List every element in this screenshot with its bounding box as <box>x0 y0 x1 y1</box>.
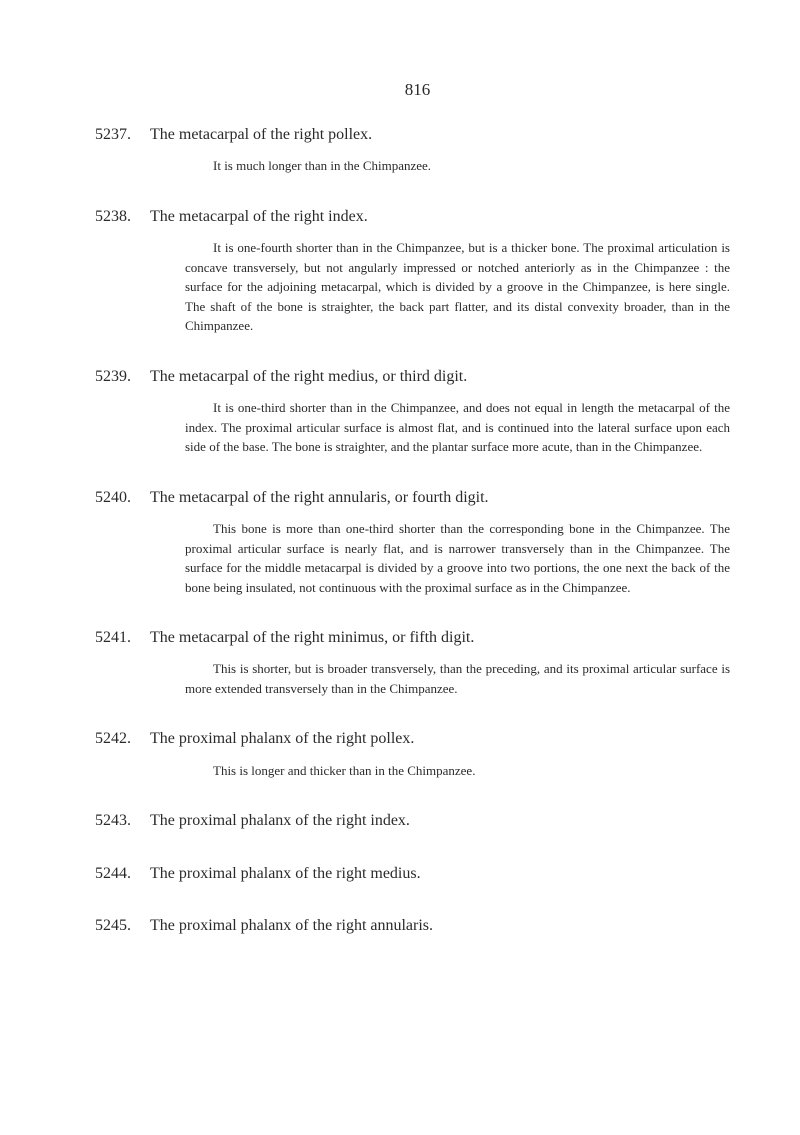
entry-title: The metacarpal of the right pollex. <box>150 124 372 146</box>
catalog-entry: 5237.The metacarpal of the right pollex.… <box>95 124 740 176</box>
entry-body-text: This bone is more than one-third shorter… <box>185 519 730 597</box>
entry-body-text: This is longer and thicker than in the C… <box>185 761 730 781</box>
catalog-entry: 5243.The proximal phalanx of the right i… <box>95 810 740 832</box>
entry-header: 5240.The metacarpal of the right annular… <box>95 487 740 509</box>
entry-number: 5243. <box>95 812 150 830</box>
page-number: 816 <box>95 80 740 100</box>
entry-title: The proximal phalanx of the right annula… <box>150 915 433 937</box>
entry-header: 5238.The metacarpal of the right index. <box>95 206 740 228</box>
entry-body: This bone is more than one-third shorter… <box>185 519 730 597</box>
entry-body: This is longer and thicker than in the C… <box>185 761 730 781</box>
catalog-entry: 5240.The metacarpal of the right annular… <box>95 487 740 597</box>
entry-body-text: It is one-fourth shorter than in the Chi… <box>185 238 730 336</box>
entry-number: 5239. <box>95 368 150 386</box>
entry-body: It is one-fourth shorter than in the Chi… <box>185 238 730 336</box>
entry-number: 5242. <box>95 730 150 748</box>
catalog-entry: 5239.The metacarpal of the right medius,… <box>95 366 740 457</box>
entry-title: The metacarpal of the right minimus, or … <box>150 627 474 649</box>
entry-number: 5241. <box>95 629 150 647</box>
entries-container: 5237.The metacarpal of the right pollex.… <box>95 124 740 938</box>
entry-header: 5241.The metacarpal of the right minimus… <box>95 627 740 649</box>
catalog-entry: 5242.The proximal phalanx of the right p… <box>95 728 740 780</box>
entry-body-text: It is one-third shorter than in the Chim… <box>185 398 730 457</box>
catalog-entry: 5245.The proximal phalanx of the right a… <box>95 915 740 937</box>
entry-header: 5242.The proximal phalanx of the right p… <box>95 728 740 750</box>
entry-header: 5245.The proximal phalanx of the right a… <box>95 915 740 937</box>
entry-header: 5237.The metacarpal of the right pollex. <box>95 124 740 146</box>
entry-title: The metacarpal of the right medius, or t… <box>150 366 467 388</box>
entry-title: The metacarpal of the right index. <box>150 206 368 228</box>
entry-number: 5245. <box>95 917 150 935</box>
entry-body-text: It is much longer than in the Chimpanzee… <box>185 156 730 176</box>
entry-number: 5244. <box>95 865 150 883</box>
entry-body: It is much longer than in the Chimpanzee… <box>185 156 730 176</box>
entry-header: 5239.The metacarpal of the right medius,… <box>95 366 740 388</box>
catalog-entry: 5241.The metacarpal of the right minimus… <box>95 627 740 698</box>
catalog-entry: 5238.The metacarpal of the right index. I… <box>95 206 740 336</box>
entry-number: 5240. <box>95 489 150 507</box>
entry-number: 5237. <box>95 126 150 144</box>
entry-title: The proximal phalanx of the right medius… <box>150 863 421 885</box>
entry-header: 5243.The proximal phalanx of the right i… <box>95 810 740 832</box>
entry-body-text: This is shorter, but is broader transver… <box>185 659 730 698</box>
entry-header: 5244.The proximal phalanx of the right m… <box>95 863 740 885</box>
entry-body: This is shorter, but is broader transver… <box>185 659 730 698</box>
catalog-entry: 5244.The proximal phalanx of the right m… <box>95 863 740 885</box>
entry-title: The metacarpal of the right annularis, o… <box>150 487 489 509</box>
entry-title: The proximal phalanx of the right index. <box>150 810 410 832</box>
entry-title: The proximal phalanx of the right pollex… <box>150 728 414 750</box>
entry-body: It is one-third shorter than in the Chim… <box>185 398 730 457</box>
entry-number: 5238. <box>95 208 150 226</box>
